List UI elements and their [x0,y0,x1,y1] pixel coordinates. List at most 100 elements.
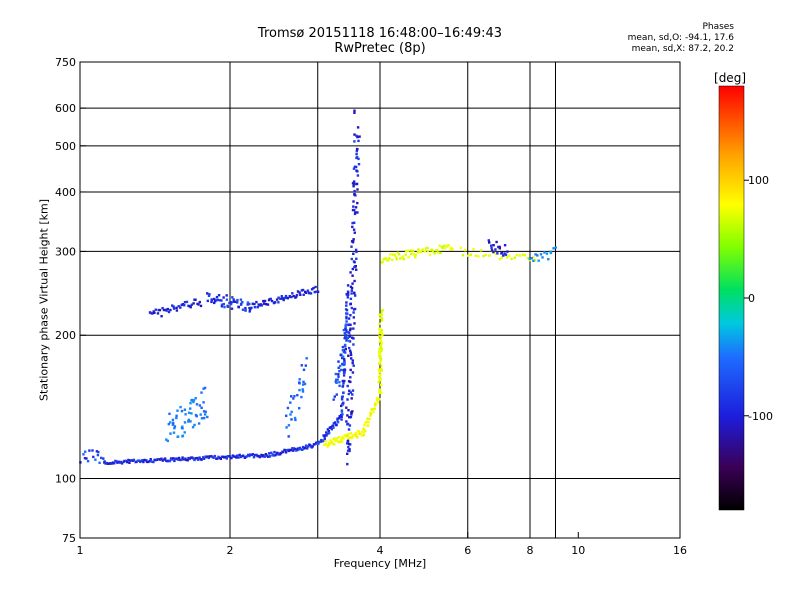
echo-point [325,434,328,437]
echo-point [350,436,354,439]
echo-point [378,335,381,338]
echo-point [447,244,450,247]
echo-point [309,292,313,295]
x-axis-ticks: 1 2 4 6 8 10 16 [77,532,687,557]
echo-point [530,257,533,260]
echo-point [380,310,383,313]
echo-point [310,288,314,291]
echo-point [356,211,359,214]
echo-point [306,447,309,450]
echo-point [172,431,176,434]
echo-point [366,417,369,420]
echo-point [352,316,355,319]
echo-point [181,425,184,428]
echo-point [379,368,383,371]
echo-point [479,249,483,252]
echo-point [494,248,497,251]
echo-point [443,247,447,250]
echo-point [353,133,356,136]
echo-point [158,308,162,312]
echo-point [353,212,357,216]
echo-point [189,402,192,405]
echo-point [487,239,490,242]
echo-point [379,316,382,320]
echo-point [356,135,360,138]
echo-point [338,384,341,387]
echo-point [333,437,336,440]
echo-point [159,458,162,461]
echo-point [340,410,344,413]
echo-point [298,407,301,410]
echo-point [172,305,175,308]
echo-point [333,421,337,424]
echo-point [210,298,213,301]
x-tick-label: 4 [377,544,384,557]
echo-point [348,346,351,350]
echo-point [502,254,505,257]
echo-point [333,395,336,398]
echo-point [344,347,347,351]
echo-point [407,256,410,259]
echo-point [461,254,465,257]
echo-point [334,372,337,376]
echo-point [443,244,446,247]
echo-point [362,427,365,431]
echo-point [342,361,346,364]
echo-point [171,418,175,421]
echo-point [335,423,338,427]
echo-point [274,454,277,457]
echo-point [365,420,368,423]
echo-point [343,358,346,361]
echo-point [192,400,195,404]
echo-point [382,257,385,261]
echo-point [215,299,218,302]
echo-point [345,301,348,304]
echo-point [173,425,177,428]
echo-point [341,413,344,416]
echo-point [406,249,410,252]
echo-point [322,439,325,442]
echo-point [375,399,379,402]
echo-point [184,457,187,460]
echo-point [428,253,432,256]
echo-point [187,411,191,414]
echo-point [349,323,352,326]
echo-point [341,356,344,360]
echo-point [353,208,356,212]
echo-point [175,416,178,420]
echo-point [200,406,203,409]
colorbar-ticks: 100 0 -100 [744,174,773,423]
echo-point [154,458,157,462]
echo-point [254,453,257,457]
echo-point [350,286,354,290]
echo-point [181,427,184,430]
echo-point [340,398,344,401]
echo-point [232,300,236,303]
echo-point [353,189,356,193]
echo-point [88,449,91,452]
echo-point [225,457,228,460]
echo-point [226,455,229,458]
echo-point [225,298,229,301]
echo-point [404,249,408,253]
echo-point [290,418,293,421]
echo-point [441,246,444,250]
echo-point [281,450,285,454]
echo-point [335,381,338,384]
echo-point [301,388,304,391]
echo-point [379,338,382,341]
echo-point [316,290,320,293]
echo-point [230,301,233,304]
echo-point [349,432,353,435]
echo-point [331,424,334,428]
echo-point [236,301,239,304]
echo-point [194,298,197,301]
echo-point [340,418,343,421]
echo-point [339,368,343,372]
echo-point [168,412,171,415]
echo-point [353,221,356,224]
echo-point [299,293,302,296]
echo-point [409,249,412,252]
echo-point [218,299,222,302]
